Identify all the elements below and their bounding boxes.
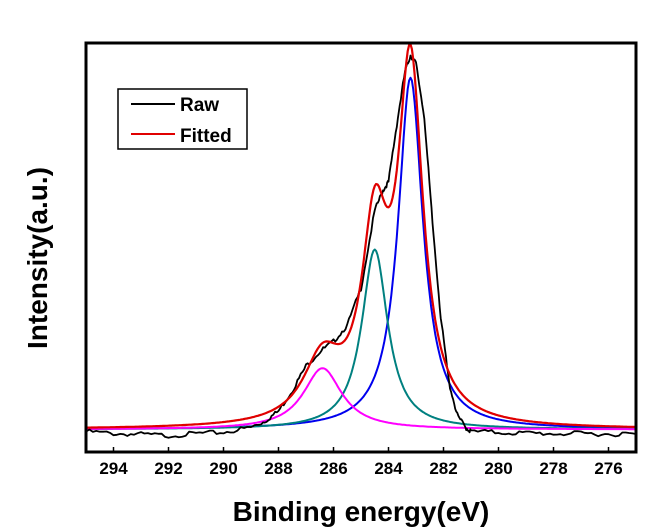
plot-lines bbox=[85, 43, 637, 439]
x-tick-label: 288 bbox=[264, 459, 292, 478]
x-tick-label: 290 bbox=[209, 459, 237, 478]
x-axis-title: Binding energy(eV) bbox=[233, 496, 490, 527]
x-tick-label: 276 bbox=[594, 459, 622, 478]
x-tick-label: 282 bbox=[429, 459, 457, 478]
legend-label-raw: Raw bbox=[180, 95, 219, 116]
series-line-fitted bbox=[86, 43, 636, 429]
x-tick-label: 292 bbox=[154, 459, 182, 478]
series-line-raw bbox=[85, 54, 637, 439]
x-tick-label: 284 bbox=[374, 459, 403, 478]
y-axis-title: Intensity(a.u.) bbox=[22, 167, 53, 349]
x-tick-label: 278 bbox=[539, 459, 567, 478]
x-tick-label: 280 bbox=[484, 459, 512, 478]
legend: Raw Fitted bbox=[117, 88, 248, 150]
legend-box bbox=[117, 88, 248, 150]
legend-label-fitted: Fitted bbox=[180, 126, 232, 147]
x-tick-label: 286 bbox=[319, 459, 347, 478]
plot-frame bbox=[84, 41, 638, 454]
x-axis-ticks: 294 292 290 288 286 284 282 280 278 276 bbox=[99, 447, 623, 478]
series-line-c-o-peak bbox=[86, 367, 636, 431]
x-tick-label: 294 bbox=[99, 459, 128, 478]
